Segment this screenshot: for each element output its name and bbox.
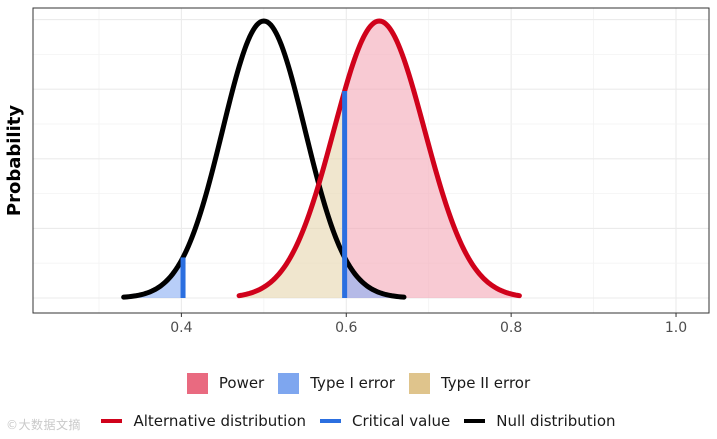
legend-item-type-i-error: Type I error — [278, 372, 395, 394]
legend-label-null-distribution: Null distribution — [496, 412, 616, 430]
x-tick-label: 0.6 — [335, 320, 357, 336]
legend-swatch-critical-value — [320, 419, 342, 423]
distribution-curves — [121, 18, 522, 300]
legend-item-null-distribution: Null distribution — [464, 412, 616, 430]
x-tick-label: 0.8 — [500, 320, 522, 336]
legend-item-type-ii-error: Type II error — [408, 372, 531, 394]
legend-label-type-i-error: Type I error — [310, 374, 395, 392]
legend-item-power: Power — [186, 372, 265, 394]
x-tick-label: 0.4 — [170, 320, 192, 336]
legend-swatch-null-distribution — [464, 419, 486, 423]
x-tick-label: 1.0 — [665, 320, 687, 336]
curve-null-distribution — [121, 18, 407, 300]
critical-value-lines — [180, 91, 348, 298]
legend-swatch-alternative-distribution — [101, 419, 123, 423]
watermark-text: ©大数据文摘 — [6, 418, 82, 432]
legend-label-alternative-distribution: Alternative distribution — [133, 412, 307, 430]
legend-label-type-ii-error: Type II error — [440, 374, 531, 392]
y-axis-label: Probability — [4, 105, 25, 216]
legend-label-critical-value: Critical value — [352, 412, 451, 430]
chart-svg: 0.4 0.6 0.8 1.0 Probability — [4, 7, 710, 336]
legend-swatch-power — [186, 372, 208, 394]
legend-label-power: Power — [218, 374, 265, 392]
region-type-i-error — [123, 257, 184, 298]
region-type-i-error — [344, 257, 404, 298]
x-axis: 0.4 0.6 0.8 1.0 — [170, 313, 687, 336]
region-type-ii-error — [239, 91, 345, 298]
legend-swatch-type-i-error — [278, 372, 300, 394]
legend-swatch-type-ii-error — [408, 372, 430, 394]
legend-item-alternative-distribution: Alternative distribution — [101, 412, 306, 430]
legend-item-critical-value: Critical value — [320, 412, 450, 430]
curve-alternative-distribution — [236, 18, 522, 299]
legend-fill-row: Power Type I error Type II error — [0, 370, 717, 396]
legend-line-row: Alternative distribution Critical value … — [0, 408, 717, 434]
plot-border — [32, 7, 710, 314]
